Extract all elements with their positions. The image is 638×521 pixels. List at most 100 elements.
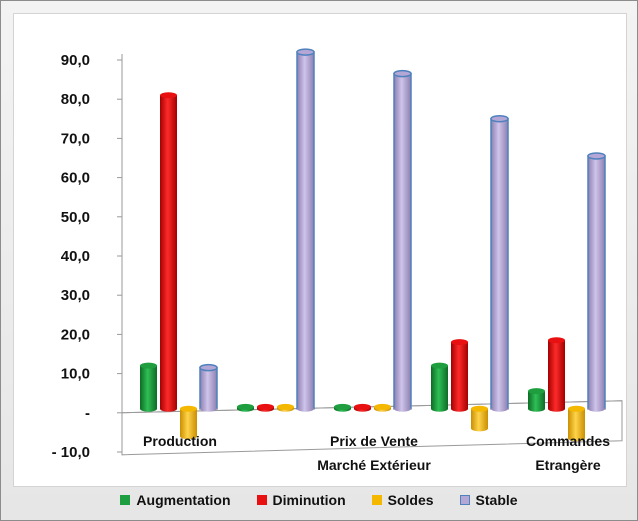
bar-cap <box>587 152 606 160</box>
bar-cap <box>277 403 294 410</box>
bar-base <box>491 405 508 412</box>
bar-stable <box>587 152 606 412</box>
legend-label: Diminution <box>272 492 346 508</box>
y-tick-label: 90,0 <box>61 52 90 69</box>
bar-body <box>160 95 177 409</box>
bar-cap <box>431 362 448 369</box>
legend-swatch <box>120 495 131 505</box>
bar-diminution <box>451 339 468 412</box>
bar-base <box>394 405 411 412</box>
bar-cap <box>490 114 509 123</box>
bar-soldes <box>471 405 488 432</box>
y-tick-label: 60,0 <box>61 170 90 187</box>
bar-series <box>140 48 606 442</box>
y-axis: 90,0 80,0 70,0 60,0 50,0 40,0 30,0 20,0 10,0 - - 1… <box>52 52 123 461</box>
bar-diminution <box>160 92 177 412</box>
y-tick-label: 30,0 <box>61 287 90 304</box>
bar-base <box>160 405 177 412</box>
bar-body <box>528 391 545 409</box>
bar-base <box>451 405 468 412</box>
bar-body <box>296 51 315 410</box>
bar-cap <box>160 92 177 99</box>
y-tick-label: - 10,0 <box>52 444 90 461</box>
legend-label: Soldes <box>387 492 434 508</box>
category-label: Production <box>143 433 217 449</box>
legend-swatch <box>256 495 267 505</box>
bar-body <box>431 365 448 409</box>
bar-soldes <box>374 403 391 412</box>
bar-base <box>200 405 217 412</box>
bar-body <box>393 72 412 410</box>
bar-cap <box>374 403 391 410</box>
bar-augmentation <box>140 362 157 412</box>
bar-body <box>451 342 468 409</box>
bar-soldes <box>277 403 294 412</box>
bar-cap <box>354 403 371 410</box>
bar-cap <box>568 405 585 412</box>
y-tick-label: - <box>85 405 90 422</box>
bar-body <box>140 365 157 409</box>
bar-stable <box>393 69 412 412</box>
bar-body <box>548 340 565 409</box>
bar-diminution <box>257 403 274 412</box>
legend-label: Augmentation <box>136 492 231 508</box>
legend-swatch <box>371 495 382 505</box>
bar-base <box>431 405 448 412</box>
bar-stable <box>490 114 509 412</box>
y-tick-label: 20,0 <box>61 326 90 343</box>
legend-item-augmentation: Augmentation <box>120 492 231 508</box>
legend-item-diminution: Diminution <box>256 492 346 508</box>
y-tick-label: 80,0 <box>61 91 90 108</box>
bar-diminution <box>548 337 565 412</box>
legend: Augmentation Diminution Soldes Stable <box>0 492 638 508</box>
bar-stable <box>199 363 218 412</box>
bar-base <box>297 405 314 412</box>
bar-base <box>528 405 545 412</box>
bar-augmentation <box>334 403 351 412</box>
bar-cap <box>528 388 545 395</box>
legend-swatch <box>459 495 470 505</box>
bar-base <box>180 433 197 440</box>
bar-chart: 90,0 80,0 70,0 60,0 50,0 40,0 30,0 20,0 10,0 - - 1… <box>52 48 623 473</box>
category-label: Prix de Vente <box>330 433 418 449</box>
bar-body <box>199 366 218 410</box>
bar-cap <box>451 339 468 346</box>
legend-item-soldes: Soldes <box>371 492 434 508</box>
bar-soldes <box>180 405 197 440</box>
y-tick-label: 50,0 <box>61 209 90 226</box>
y-tick-label: 40,0 <box>61 248 90 265</box>
bar-stable <box>296 48 315 412</box>
bar-soldes <box>568 405 585 442</box>
bar-cap <box>296 48 315 56</box>
bar-cap <box>257 403 274 410</box>
bar-cap <box>180 405 197 412</box>
bar-base <box>140 405 157 412</box>
bar-cap <box>334 403 351 410</box>
bar-diminution <box>354 403 371 412</box>
bar-base <box>588 405 605 412</box>
bar-cap <box>393 69 412 78</box>
bar-body <box>471 408 488 429</box>
bar-cap <box>237 403 254 410</box>
bar-base <box>471 425 488 432</box>
bar-base <box>548 405 565 412</box>
bar-cap <box>140 362 157 369</box>
y-tick-label: 70,0 <box>61 130 90 147</box>
bar-base <box>568 435 585 442</box>
bar-body <box>568 408 585 439</box>
category-label: Marché Extérieur <box>317 457 431 473</box>
bar-augmentation <box>431 362 448 412</box>
bar-cap <box>471 405 488 412</box>
category-label: Etrangère <box>535 457 601 473</box>
legend-label: Stable <box>475 492 518 508</box>
bar-body <box>490 117 509 410</box>
bar-augmentation <box>237 403 254 412</box>
y-tick-label: 10,0 <box>61 366 90 383</box>
bar-body <box>587 155 606 410</box>
bar-body <box>180 408 197 437</box>
category-labels: Production Prix de Vente Marché Extérieur C… <box>143 433 610 473</box>
bar-cap <box>199 363 218 372</box>
legend-item-stable: Stable <box>459 492 518 508</box>
bar-cap <box>548 337 565 344</box>
category-label: Commandes <box>526 433 610 449</box>
